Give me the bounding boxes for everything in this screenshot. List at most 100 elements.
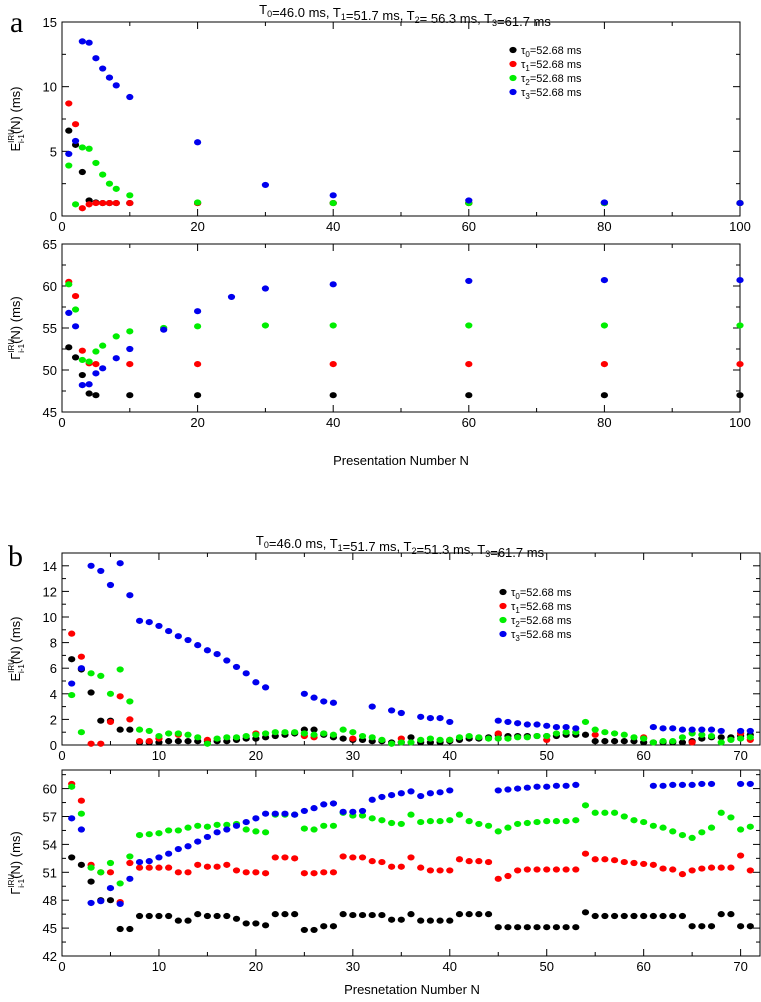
- data-point-s2: [71, 201, 80, 208]
- x-tick-label: 40: [326, 219, 340, 234]
- data-point-s2: [87, 670, 95, 677]
- data-point-s3: [600, 199, 609, 206]
- data-point-s3: [242, 818, 250, 826]
- data-point-s3: [145, 858, 153, 865]
- data-point-s1: [581, 850, 590, 857]
- data-point-s2: [727, 814, 735, 821]
- data-point-s3: [71, 323, 80, 330]
- data-point-s0: [572, 924, 580, 931]
- data-point-s2: [562, 729, 570, 736]
- data-point-s1: [562, 866, 570, 873]
- data-point-s1: [281, 854, 289, 861]
- data-point-s1: [87, 740, 95, 747]
- legend-entry: τ3=52.68 ms: [511, 629, 572, 643]
- data-point-s0: [310, 926, 318, 934]
- data-point-s0: [329, 392, 337, 399]
- panel-b-title: T0=46.0 ms, T1=51.7 ms, T2=51.3 ms, T3=6…: [256, 533, 545, 560]
- y-tick-label: 55: [43, 321, 57, 336]
- x-tick-label: 60: [636, 748, 650, 763]
- data-point-s3: [572, 781, 580, 788]
- data-point-s2: [329, 322, 337, 329]
- x-tick-label: 40: [443, 959, 457, 974]
- x-tick-label: 20: [190, 415, 204, 430]
- data-point-s3: [232, 822, 241, 829]
- data-point-s2: [135, 832, 144, 839]
- data-point-s2: [688, 834, 696, 841]
- data-point-s1: [465, 361, 473, 368]
- data-point-s0: [358, 911, 367, 919]
- data-point-s3: [600, 277, 609, 284]
- data-point-s1: [106, 869, 115, 876]
- data-point-s0: [126, 925, 134, 933]
- legend-entry: τ2=52.68 ms: [511, 615, 572, 629]
- data-point-s1: [291, 855, 299, 862]
- y-tick-label: 57: [43, 810, 57, 825]
- data-point-s2: [68, 783, 76, 790]
- data-point-s3: [194, 838, 202, 845]
- data-point-s2: [484, 735, 493, 742]
- data-point-s0: [349, 911, 357, 919]
- legend-entry: τ0=52.68 ms: [511, 587, 572, 601]
- data-point-s2: [135, 726, 144, 733]
- data-point-s1: [71, 121, 80, 128]
- x-tick-label: 70: [733, 959, 747, 974]
- data-point-s2: [329, 199, 337, 207]
- data-point-s3: [339, 808, 347, 815]
- data-point-s2: [640, 735, 648, 742]
- data-point-s2: [329, 822, 338, 829]
- data-point-s3: [85, 381, 93, 388]
- legend-entry: τ1=52.68 ms: [511, 601, 572, 615]
- data-point-s0: [407, 911, 415, 918]
- data-point-s0: [242, 920, 250, 927]
- data-point-s0: [465, 911, 473, 918]
- data-point-s3: [523, 784, 531, 791]
- data-point-s3: [126, 875, 134, 882]
- data-point-s3: [649, 782, 657, 789]
- data-point-s1: [77, 797, 85, 804]
- data-point-s3: [504, 718, 512, 726]
- data-point-s2: [116, 880, 124, 887]
- y-tick-label: 42: [43, 949, 57, 964]
- data-point-s2: [165, 730, 173, 737]
- data-point-s3: [85, 39, 93, 46]
- data-point-s2: [388, 740, 396, 747]
- data-point-s3: [669, 725, 677, 732]
- data-point-s2: [112, 185, 120, 192]
- data-point-s2: [223, 821, 231, 828]
- panel-a-title: T0=46.0 ms, T1=51.7 ms, T2= 56.3 ms, T3=…: [259, 2, 551, 29]
- data-point-s3: [533, 721, 541, 728]
- data-point-s2: [533, 818, 541, 826]
- data-point-s3: [465, 197, 473, 204]
- data-point-s2: [97, 672, 105, 679]
- data-point-s2: [504, 824, 512, 831]
- data-point-s0: [194, 392, 202, 399]
- data-point-s2: [106, 690, 115, 697]
- y-tick-label: 45: [43, 405, 57, 420]
- data-point-s1: [504, 872, 512, 880]
- data-point-s1: [116, 693, 124, 700]
- data-point-s1: [368, 858, 376, 865]
- data-point-s1: [678, 871, 687, 878]
- y-tick-label: 54: [43, 837, 57, 852]
- data-point-s0: [77, 861, 85, 868]
- y-tick-label: 15: [43, 15, 57, 30]
- data-point-s0: [116, 925, 124, 933]
- data-point-s3: [65, 150, 73, 158]
- data-point-s1: [378, 858, 386, 866]
- data-point-s2: [669, 828, 677, 835]
- data-point-s3: [310, 805, 318, 812]
- data-point-s0: [717, 911, 725, 918]
- data-point-s3: [717, 727, 725, 735]
- data-point-s2: [194, 734, 202, 741]
- data-point-s0: [494, 924, 502, 931]
- data-point-s3: [397, 790, 405, 797]
- y-tick-label: 50: [43, 363, 57, 378]
- data-point-s0: [727, 911, 735, 918]
- data-point-s3: [155, 854, 163, 861]
- data-point-s3: [329, 699, 338, 706]
- data-point-s2: [707, 732, 716, 740]
- data-point-s2: [300, 825, 308, 832]
- data-point-s1: [78, 347, 86, 354]
- data-point-s1: [71, 292, 80, 300]
- y-tick-label: 5: [50, 144, 57, 159]
